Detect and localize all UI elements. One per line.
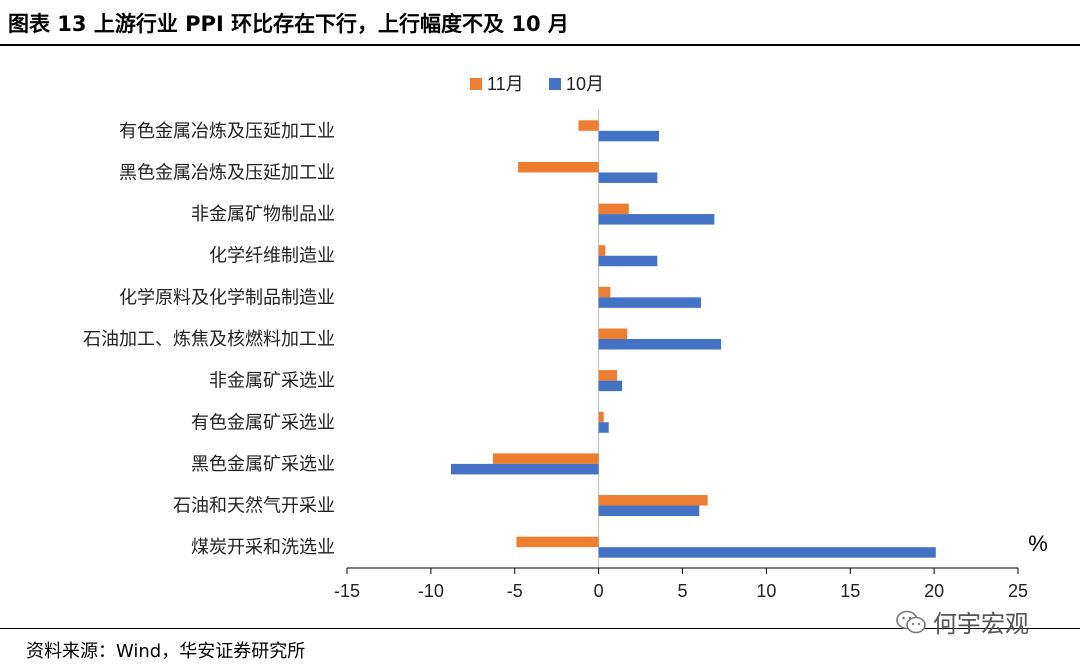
footer-divider <box>0 628 1080 629</box>
bar-oct-8 <box>451 463 599 475</box>
x-tick-label: 0 <box>594 581 604 601</box>
bar-oct-0 <box>598 130 660 142</box>
bar-nov-10 <box>516 536 599 548</box>
bar-nov-5 <box>598 328 628 339</box>
x-tick-label: 5 <box>677 581 687 601</box>
legend-label-nov: 11月 <box>487 74 524 94</box>
bar-oct-6 <box>598 380 623 392</box>
x-tick-label: 10 <box>756 581 776 601</box>
category-label: 石油和天然气开采业 <box>173 496 335 517</box>
bar-oct-4 <box>598 297 701 308</box>
wechat-icon <box>896 610 926 633</box>
source-note: 资料来源：Wind，华安证券研究所 <box>26 641 306 662</box>
x-tick-label: 25 <box>1008 581 1028 601</box>
category-label: 黑色金属矿采选业 <box>191 454 335 475</box>
category-label: 有色金属矿采选业 <box>191 412 335 433</box>
category-label: 煤炭开采和洗选业 <box>191 537 335 558</box>
bar-oct-10 <box>598 547 936 558</box>
title-divider <box>0 44 1080 46</box>
bar-nov-9 <box>598 495 708 506</box>
bar-nov-1 <box>518 161 599 173</box>
bar-nov-7 <box>598 411 604 423</box>
category-label: 化学纤维制造业 <box>209 246 335 267</box>
category-label: 黑色金属冶炼及压延加工业 <box>119 162 335 183</box>
bar-nov-2 <box>598 203 629 215</box>
bar-nov-0 <box>578 120 599 131</box>
x-tick-label: -10 <box>418 581 444 601</box>
watermark-text: 何宇宏观 <box>933 610 1029 638</box>
legend-swatch-oct <box>549 78 561 90</box>
unit-label: % <box>1028 531 1048 556</box>
x-tick-label: -5 <box>507 581 523 601</box>
category-label: 非金属矿物制品业 <box>191 204 335 225</box>
x-tick-label: 15 <box>840 581 860 601</box>
category-label: 有色金属冶炼及压延加工业 <box>119 121 335 142</box>
bar-nov-8 <box>492 453 599 464</box>
category-label: 石油加工、炼焦及核燃料加工业 <box>83 329 335 350</box>
category-label: 化学原料及化学制品制造业 <box>119 287 335 308</box>
bar-chart: 有色金属冶炼及压延加工业黑色金属冶炼及压延加工业非金属矿物制品业化学纤维制造业化… <box>83 74 1048 601</box>
bar-nov-4 <box>598 286 611 298</box>
legend-label-oct: 10月 <box>566 74 604 94</box>
bar-oct-7 <box>598 422 609 433</box>
bar-oct-2 <box>598 214 715 225</box>
bar-oct-3 <box>598 255 658 267</box>
x-tick-label: 20 <box>924 581 944 601</box>
bar-nov-6 <box>598 370 618 381</box>
watermark: 何宇宏观 <box>895 604 1029 639</box>
category-label: 非金属矿采选业 <box>209 371 335 392</box>
bar-oct-1 <box>598 172 658 183</box>
bar-nov-3 <box>598 245 606 256</box>
bar-oct-9 <box>598 505 700 517</box>
figure-title: 图表 13 上游行业 PPI 环比存在下行，上行幅度不及 10 月 <box>8 12 569 36</box>
bar-oct-5 <box>598 339 722 350</box>
x-tick-label: -15 <box>334 581 360 601</box>
legend-swatch-nov <box>470 78 482 90</box>
